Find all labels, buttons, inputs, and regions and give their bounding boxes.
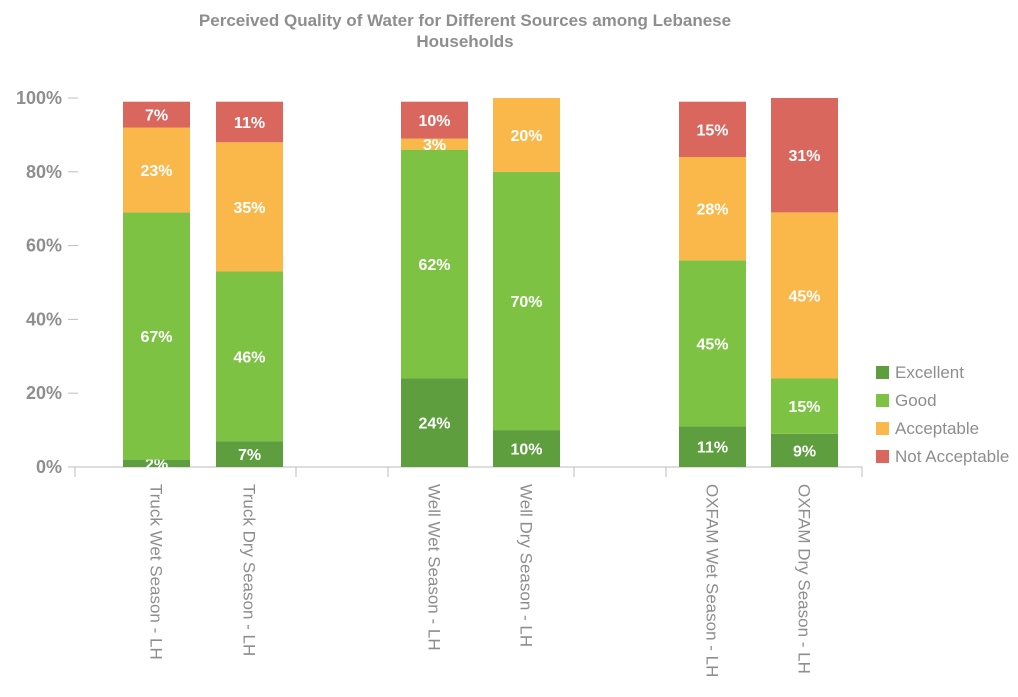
data-label: 9% — [793, 443, 816, 460]
bar-segment-acceptable — [401, 138, 468, 150]
bar-segment-not-acceptable — [123, 101, 190, 128]
data-label: 10% — [418, 113, 450, 130]
legend-label: Not Acceptable — [895, 447, 1009, 466]
data-label: 67% — [140, 329, 172, 346]
legend-swatch — [876, 450, 889, 463]
data-label: 15% — [788, 399, 820, 416]
data-label: 7% — [238, 447, 261, 464]
data-label: 35% — [233, 200, 265, 217]
category-label: Truck Wet Season - LH — [147, 484, 166, 660]
category-label: Truck Dry Season - LH — [240, 484, 259, 656]
category-label: OXFAM Wet Season - LH — [703, 484, 722, 677]
data-label: 62% — [418, 257, 450, 274]
bar-segment-good — [771, 378, 838, 434]
bar-segment-excellent — [493, 430, 560, 467]
chart-title-line-2: Households — [416, 32, 514, 51]
y-tick-label: 80% — [26, 162, 62, 182]
category-label: OXFAM Dry Season - LH — [795, 484, 814, 674]
data-label: 28% — [696, 202, 728, 219]
bar-segment-excellent — [123, 459, 190, 467]
legend-swatch — [876, 394, 889, 407]
data-label: 2% — [145, 456, 168, 473]
bar-segment-acceptable — [493, 98, 560, 172]
data-label: 31% — [788, 148, 820, 165]
bar-segment-not-acceptable — [216, 101, 283, 143]
bar-segment-good — [401, 149, 468, 379]
bar-segment-excellent — [401, 378, 468, 467]
bar-segment-not-acceptable — [679, 101, 746, 158]
data-label: 45% — [788, 288, 820, 305]
y-tick-label: 20% — [26, 383, 62, 403]
data-label: 11% — [697, 440, 728, 457]
chart-title-line-1: Perceived Quality of Water for Different… — [198, 11, 732, 30]
bar-segment-good — [123, 212, 190, 460]
data-label: 45% — [696, 336, 728, 353]
legend-swatch — [876, 366, 889, 379]
bar-segment-excellent — [679, 426, 746, 467]
data-label: 15% — [696, 122, 728, 139]
bar-segment-not-acceptable — [401, 101, 468, 139]
legend-label: Good — [895, 391, 937, 410]
legend-label: Excellent — [895, 363, 964, 382]
bar-segment-excellent — [216, 441, 283, 467]
bar-segment-good — [679, 260, 746, 427]
bar-segment-acceptable — [679, 157, 746, 261]
data-label: 3% — [423, 137, 446, 154]
data-label: 24% — [418, 416, 450, 433]
data-label: 70% — [510, 294, 542, 311]
y-tick-label: 40% — [26, 309, 62, 329]
bar-segment-excellent — [771, 433, 838, 467]
y-tick-label: 60% — [26, 236, 62, 256]
bar-segment-good — [493, 171, 560, 431]
category-label: Well Wet Season - LH — [425, 484, 444, 651]
data-label: 20% — [510, 128, 542, 145]
y-tick-label: 0% — [36, 457, 62, 477]
data-label: 23% — [140, 163, 172, 180]
data-label: 7% — [145, 108, 168, 125]
bar-segment-acceptable — [123, 127, 190, 213]
bar-segment-not-acceptable — [771, 98, 838, 213]
legend-swatch — [876, 422, 889, 435]
category-label: Well Dry Season - LH — [517, 484, 536, 647]
y-tick-label: 100% — [16, 88, 62, 108]
data-label: 10% — [510, 442, 542, 459]
data-label: 46% — [233, 349, 265, 366]
bar-segment-good — [216, 271, 283, 442]
legend-label: Acceptable — [895, 419, 979, 438]
chart-title: Perceived Quality of Water for Different… — [0, 10, 930, 52]
bar-segment-acceptable — [216, 142, 283, 272]
data-label: 11% — [234, 115, 265, 132]
bar-segment-acceptable — [771, 212, 838, 379]
